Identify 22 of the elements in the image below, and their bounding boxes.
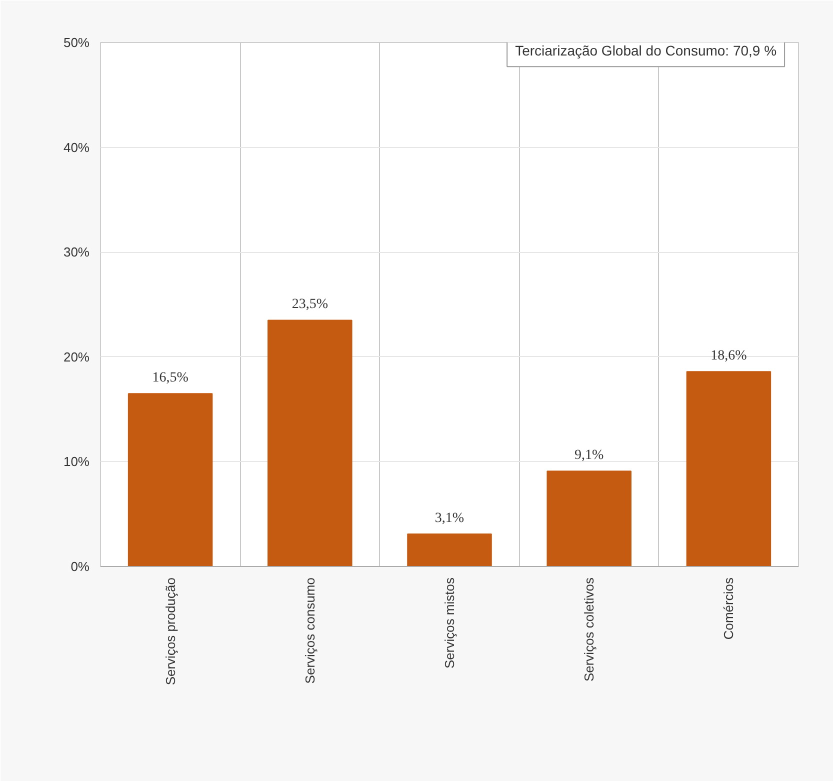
data-label: 23,5%: [292, 297, 328, 312]
bar: [268, 320, 352, 566]
data-label: 3,1%: [434, 511, 464, 526]
y-tick-label: 40%: [63, 140, 90, 155]
bar: [546, 470, 632, 566]
data-label: 16,5%: [152, 370, 189, 386]
y-tick-label: 50%: [63, 35, 90, 50]
x-tick-label: Comércios: [721, 577, 736, 640]
bar: [686, 371, 772, 566]
y-tick-label: 0%: [70, 559, 90, 574]
x-tick-label: Serviços mistos: [442, 577, 457, 669]
data-label: 9,1%: [574, 448, 604, 464]
y-tick-label: 20%: [63, 349, 90, 364]
bar: [407, 534, 492, 566]
bar: [128, 393, 213, 566]
x-tick-label: Serviços consumo: [302, 577, 318, 684]
y-tick-label: 10%: [63, 454, 90, 470]
x-tick-label: Serviços produção: [162, 577, 178, 686]
annotation: Terciarização Global do Consumo: 70,9 %: [515, 42, 777, 59]
data-label: 18,6%: [710, 348, 748, 364]
x-tick-label: Serviços coletivos: [582, 577, 597, 682]
y-tick-label: 30%: [63, 244, 90, 260]
